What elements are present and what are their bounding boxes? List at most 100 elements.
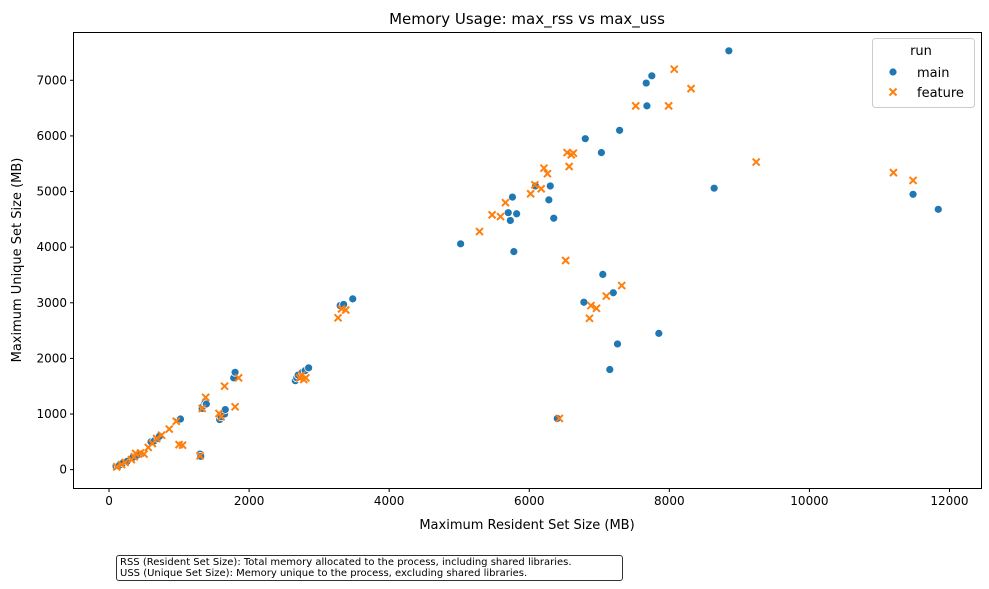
point-main (505, 216, 515, 225)
chart-title: Memory Usage: max_rss vs max_uss (389, 10, 665, 29)
point-main (608, 288, 618, 298)
point-main (503, 208, 513, 218)
point-feature (157, 430, 166, 440)
point-feature (234, 373, 243, 383)
point-feature (592, 304, 601, 313)
point-feature (230, 402, 240, 411)
point-feature (751, 157, 761, 167)
point-feature (216, 412, 226, 422)
point-feature (112, 462, 121, 472)
point-main (545, 181, 555, 191)
point-main (605, 365, 615, 374)
point-feature (220, 382, 229, 391)
point-main (552, 414, 562, 423)
point-feature (617, 281, 626, 290)
legend-main-marker (888, 67, 898, 77)
point-feature (543, 169, 552, 178)
point-feature (539, 163, 549, 173)
legend-feature-label: feature (917, 86, 964, 101)
y-tick-label: 0 (59, 463, 67, 477)
rss-definition: RSS (Resident Set Size): Total memory al… (120, 557, 572, 568)
point-feature (201, 393, 210, 402)
y-tick-label: 4000 (36, 240, 67, 254)
point-main (724, 46, 734, 56)
point-main (908, 189, 918, 199)
point-feature (561, 256, 570, 265)
point-feature (475, 227, 484, 236)
y-axis-label: Maximum Unique Set Size (MB) (10, 158, 25, 363)
x-tick-label: 12000 (930, 494, 968, 508)
point-feature (631, 101, 640, 111)
point-feature (120, 458, 130, 467)
point-feature (333, 313, 343, 322)
point-feature (165, 424, 174, 434)
point-main (596, 148, 606, 157)
point-feature (664, 101, 673, 111)
point-main (613, 339, 622, 349)
legend-title: run (910, 44, 932, 59)
y-axis: 0 1000 2000 3000 4000 5000 6000 7000 (36, 73, 74, 477)
point-main (456, 239, 466, 249)
point-main (641, 78, 651, 88)
point-main (549, 213, 559, 223)
point-feature (586, 301, 596, 310)
y-tick-label: 2000 (36, 351, 67, 365)
point-feature (569, 148, 578, 158)
point-feature (530, 180, 540, 190)
point-feature (908, 176, 918, 185)
point-feature (496, 212, 505, 221)
x-axis: 0 2000 4000 6000 8000 10000 12000 (105, 488, 969, 508)
x-tick-label: 10000 (790, 494, 828, 508)
legend: run main feature (872, 38, 975, 108)
point-main (642, 101, 652, 111)
x-tick-label: 8000 (654, 494, 685, 508)
point-main (509, 247, 519, 257)
point-main (512, 209, 522, 219)
point-feature (195, 451, 205, 460)
point-main (176, 414, 185, 424)
y-tick-label: 5000 (36, 185, 67, 199)
point-feature (341, 305, 350, 315)
x-tick-label: 6000 (514, 494, 545, 508)
point-feature (301, 373, 311, 383)
x-tick-label: 4000 (374, 494, 405, 508)
legend-box (872, 38, 975, 108)
point-main (348, 294, 358, 304)
x-tick-label: 0 (105, 494, 113, 508)
legend-feature-marker (888, 87, 898, 97)
point-feature (172, 417, 181, 426)
point-feature (297, 370, 306, 380)
point-main (304, 363, 314, 373)
point-feature (487, 210, 497, 220)
point-feature (889, 168, 898, 177)
point-feature (501, 198, 510, 207)
x-axis-label: Maximum Resident Set Size (MB) (419, 518, 634, 533)
y-tick-label: 6000 (36, 129, 67, 143)
y-tick-label: 1000 (36, 407, 67, 421)
point-feature (139, 449, 149, 459)
definitions-note: RSS (Resident Set Size): Total memory al… (116, 555, 623, 581)
uss-definition: USS (Unique Set Size): Memory unique to … (120, 568, 528, 579)
legend-main-label: main (917, 66, 949, 81)
point-feature (526, 189, 535, 198)
point-feature (536, 184, 546, 193)
point-feature (670, 64, 679, 74)
point-main (654, 328, 664, 338)
points-layer (111, 46, 943, 472)
point-feature (564, 162, 574, 171)
point-feature (178, 440, 187, 450)
point-feature (602, 291, 611, 301)
point-feature (197, 404, 207, 413)
point-main (615, 125, 625, 135)
point-feature (686, 84, 696, 93)
point-main (598, 270, 608, 279)
point-main (709, 183, 719, 193)
y-tick-label: 3000 (36, 296, 67, 310)
point-feature (152, 434, 161, 443)
point-main (230, 367, 240, 377)
point-main (580, 134, 590, 144)
point-feature (585, 314, 594, 323)
point-feature (555, 414, 564, 423)
point-main (508, 192, 517, 202)
